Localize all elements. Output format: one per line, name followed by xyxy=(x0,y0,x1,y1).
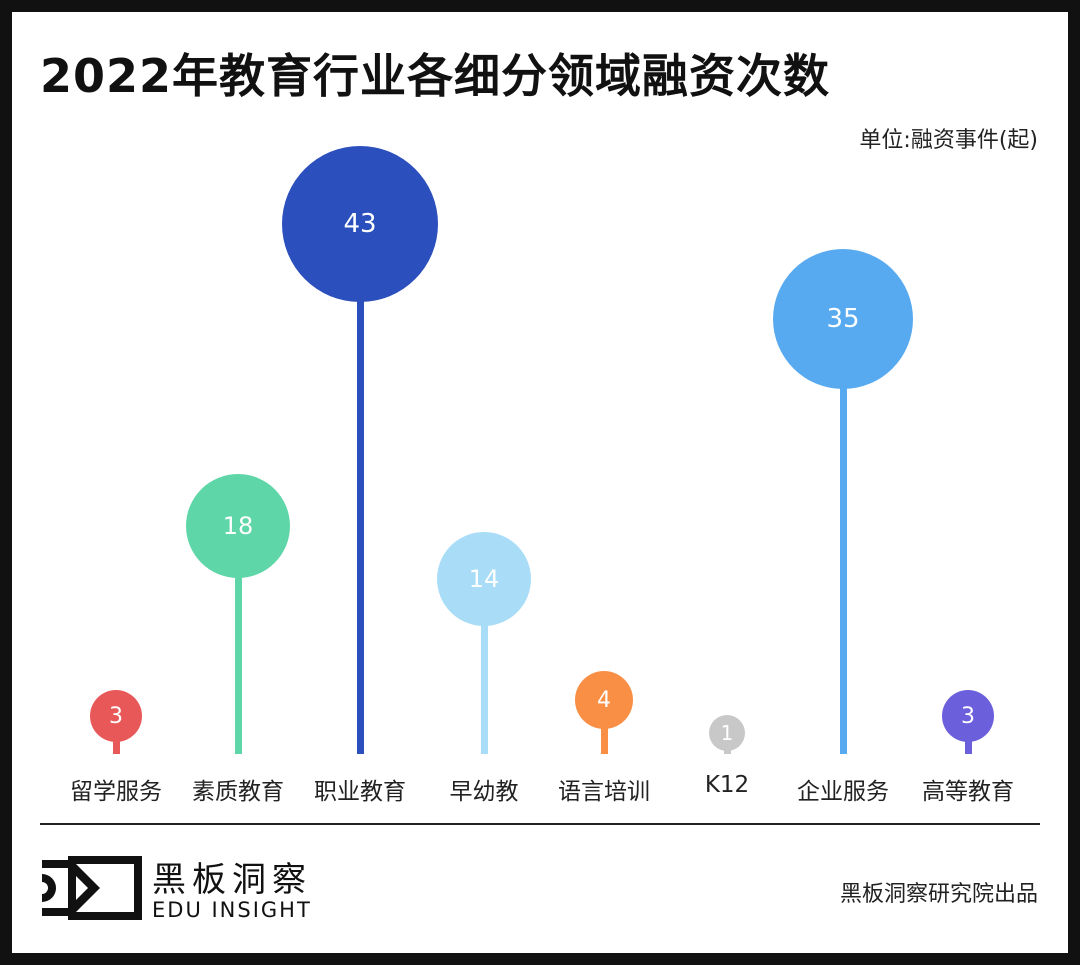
lollipop-stem xyxy=(356,224,364,754)
data-bubble: 3 xyxy=(90,690,142,742)
category-label: 高等教育 xyxy=(922,779,1014,805)
footer-divider xyxy=(40,823,1040,825)
category-label: K12 xyxy=(704,772,750,798)
category-label: 留学服务 xyxy=(70,779,162,805)
category-label: 职业教育 xyxy=(314,779,406,805)
data-bubble: 14 xyxy=(437,532,531,626)
unit-label: 单位:融资事件(起) xyxy=(859,128,1038,153)
data-bubble: 3 xyxy=(942,690,994,742)
data-bubble: 1 xyxy=(709,715,745,751)
category-label: 早幼教 xyxy=(449,779,519,805)
category-label: 企业服务 xyxy=(797,779,889,805)
chart-card xyxy=(12,12,1068,953)
lollipop-stem xyxy=(839,319,847,754)
lollipop-stem xyxy=(480,579,488,754)
brand-name-en: EDU INSIGHT xyxy=(152,898,312,922)
data-bubble: 43 xyxy=(282,146,438,302)
lollipop-stem xyxy=(234,526,242,754)
data-bubble: 4 xyxy=(575,671,633,729)
credit-text: 黑板洞察研究院出品 xyxy=(839,882,1038,907)
category-label: 语言培训 xyxy=(558,779,650,805)
edu-insight-logo-icon xyxy=(42,856,142,920)
category-label: 素质教育 xyxy=(192,779,284,805)
data-bubble: 35 xyxy=(773,249,913,389)
brand-name-cn: 黑板洞察 xyxy=(152,860,312,900)
data-bubble: 18 xyxy=(186,474,290,578)
chart-title: 2022年教育行业各细分领域融资次数 xyxy=(40,49,831,103)
